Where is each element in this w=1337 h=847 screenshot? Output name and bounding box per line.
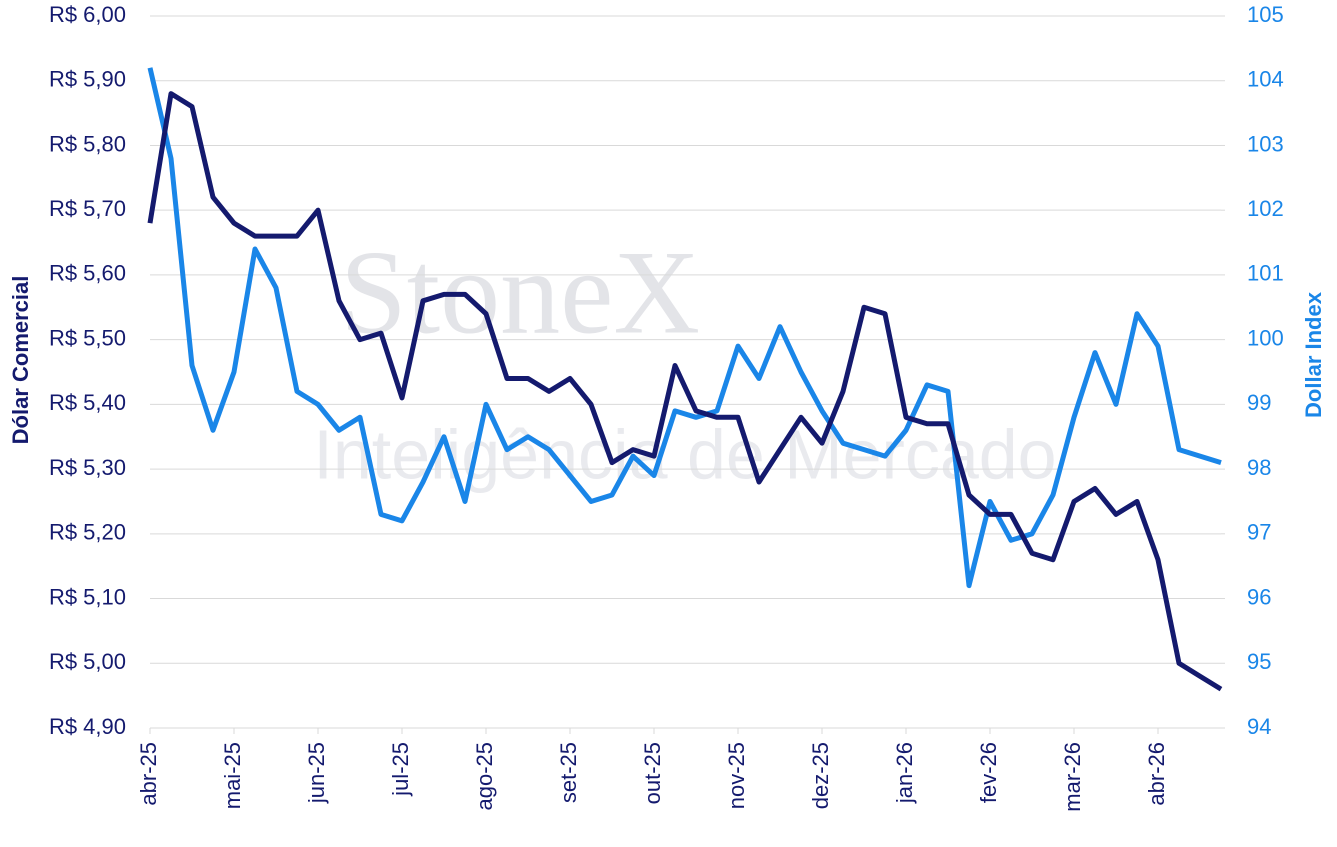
x-tick-label: abr-26 xyxy=(1144,742,1169,806)
y2-axis-title: Dollar Index xyxy=(1301,291,1326,418)
x-tick-label: jul-25 xyxy=(388,742,413,797)
y2-tick-label: 95 xyxy=(1247,649,1271,674)
y-tick-label: R$ 5,10 xyxy=(49,584,126,609)
x-tick-label: mar-26 xyxy=(1060,742,1085,812)
y2-tick-label: 98 xyxy=(1247,455,1271,480)
y-tick-label: R$ 5,30 xyxy=(49,455,126,480)
y-axis-title: Dólar Comercial xyxy=(8,276,33,445)
x-tick-label: ago-25 xyxy=(472,742,497,811)
y2-tick-label: 94 xyxy=(1247,714,1271,739)
y2-tick-label: 97 xyxy=(1247,520,1271,545)
x-tick-label: nov-25 xyxy=(724,742,749,809)
y2-tick-label: 100 xyxy=(1247,325,1284,350)
x-tick-label: out-25 xyxy=(640,742,665,804)
y2-tick-label: 96 xyxy=(1247,584,1271,609)
y-tick-label: R$ 5,40 xyxy=(49,390,126,415)
x-tick-label: jun-25 xyxy=(304,742,329,804)
y-tick-label: R$ 5,00 xyxy=(49,649,126,674)
y-tick-label: R$ 5,80 xyxy=(49,131,126,156)
y-tick-label: R$ 6,00 xyxy=(49,2,126,27)
y-tick-label: R$ 5,60 xyxy=(49,261,126,286)
y2-tick-label: 103 xyxy=(1247,131,1284,156)
y2-tick-label: 99 xyxy=(1247,390,1271,415)
x-tick-label: dez-25 xyxy=(808,742,833,809)
y2-tick-label: 105 xyxy=(1247,2,1284,27)
y-tick-label: R$ 5,90 xyxy=(49,67,126,92)
y2-tick-label: 104 xyxy=(1247,67,1284,92)
x-tick-label: set-25 xyxy=(556,742,581,803)
watermark: StoneX xyxy=(340,226,700,359)
y-tick-label: R$ 5,70 xyxy=(49,196,126,221)
y2-tick-label: 101 xyxy=(1247,261,1284,286)
series-line xyxy=(147,91,1223,692)
y-tick-label: R$ 4,90 xyxy=(49,714,126,739)
x-tick-label: fev-26 xyxy=(976,742,1001,803)
x-tick-label: abr-25 xyxy=(136,742,161,806)
y-tick-label: R$ 5,50 xyxy=(49,325,126,350)
series-line xyxy=(147,67,1222,589)
x-tick-label: mai-25 xyxy=(220,742,245,809)
y2-tick-label: 102 xyxy=(1247,196,1284,221)
x-tick-label: jan-26 xyxy=(892,742,917,804)
y-tick-label: R$ 5,20 xyxy=(49,520,126,545)
